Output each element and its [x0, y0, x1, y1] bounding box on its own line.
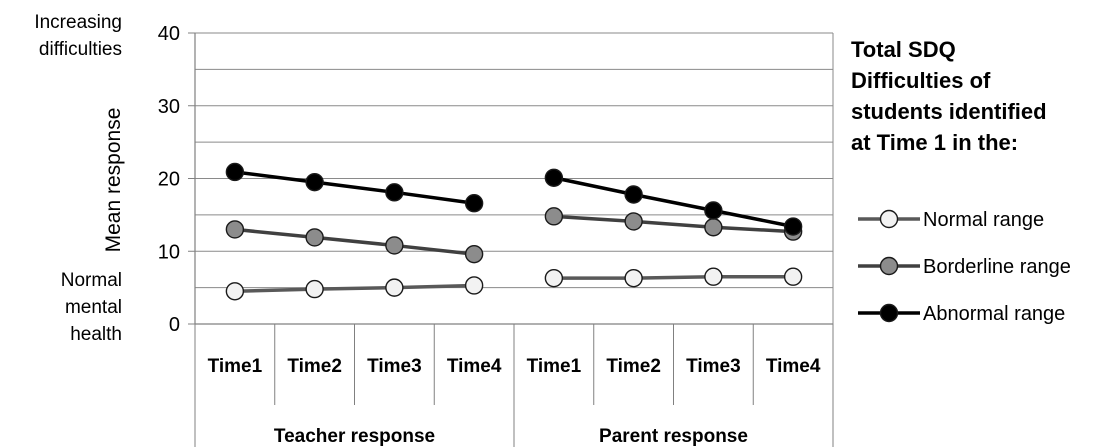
legend-title-line-2: Difficulties of	[851, 68, 991, 93]
y-tick-label: 0	[169, 314, 180, 336]
legend-label: Borderline range	[923, 256, 1071, 278]
series-line	[553, 214, 794, 234]
axes: 0 10 20 30 40 Mean response Increasing difficul…	[34, 12, 196, 345]
legend: Normal range Borderline range Abnormal ran…	[858, 209, 1071, 325]
y-axis-title: Mean response	[102, 108, 125, 253]
category-label: Time1	[527, 356, 582, 377]
data-point	[783, 267, 803, 286]
y-top-annotation: difficulties	[39, 39, 122, 60]
category-label: Time4	[447, 356, 502, 377]
legend-marker	[879, 209, 899, 229]
legend-label: Abnormal range	[923, 303, 1065, 325]
data-point	[624, 212, 643, 231]
category-axis: Time1 Time2 Time3 Time4 Teacher response Time…	[194, 323, 834, 447]
data-point	[464, 194, 484, 213]
data-point	[385, 236, 404, 255]
data-point	[544, 207, 564, 226]
data-point	[225, 282, 245, 301]
series-line	[553, 176, 794, 229]
legend-title: Total SDQ Difficulties of students ident…	[851, 34, 1101, 158]
legend-marker	[879, 256, 899, 276]
category-label: Time4	[766, 356, 821, 377]
data-point	[704, 218, 723, 237]
category-label: Time3	[686, 356, 741, 377]
y-tick-label: 30	[158, 96, 180, 118]
data-point	[624, 268, 643, 288]
data-point	[225, 162, 245, 182]
series-lines	[225, 162, 803, 301]
legend-title-line-1: Total SDQ	[851, 37, 956, 62]
y-top-annotation: Increasing	[34, 12, 122, 33]
y-bottom-annotation: mental	[65, 297, 122, 318]
legend-title-line-4: at Time 1 in the:	[851, 130, 1019, 155]
y-bottom-annotation: Normal	[61, 270, 122, 291]
group-label: Parent response	[599, 426, 748, 447]
y-tick-label: 10	[158, 241, 180, 263]
data-point	[305, 279, 324, 299]
data-point	[704, 267, 723, 286]
gridlines	[195, 32, 834, 324]
series-borderline-range	[225, 207, 803, 264]
legend-label: Normal range	[923, 209, 1044, 231]
category-label: Time2	[606, 356, 661, 377]
data-point	[385, 183, 404, 202]
y-tick-label: 20	[158, 169, 180, 191]
data-point	[704, 201, 723, 220]
data-point	[464, 244, 484, 264]
data-point	[624, 185, 643, 204]
series-abnormal-range	[225, 162, 803, 236]
data-point	[385, 278, 404, 297]
y-bottom-annotation: health	[70, 324, 122, 345]
data-point	[225, 220, 245, 239]
data-point	[544, 268, 564, 288]
category-label: Time1	[208, 356, 263, 377]
data-point	[783, 217, 803, 236]
series-normal-range	[225, 267, 803, 301]
series-line	[234, 283, 475, 294]
legend-title-line-3: students identified	[851, 99, 1047, 124]
data-point	[544, 168, 564, 187]
series-line	[234, 170, 475, 205]
data-point	[305, 172, 324, 192]
category-label: Time3	[367, 356, 422, 377]
group-label: Teacher response	[274, 426, 435, 447]
series-line	[234, 227, 475, 256]
data-point	[464, 276, 484, 295]
y-tick-label: 40	[158, 23, 180, 45]
data-point	[305, 228, 324, 247]
legend-marker	[879, 303, 899, 323]
series-line	[553, 274, 794, 280]
category-label: Time2	[287, 356, 342, 377]
